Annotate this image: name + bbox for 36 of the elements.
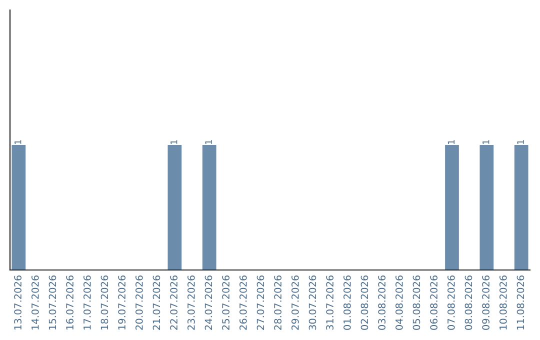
x-tick-label: 26.07.2026 (239, 275, 247, 330)
x-tick-label: 16.07.2026 (66, 275, 74, 330)
x-tick-label: 10.08.2026 (499, 275, 507, 330)
data-label: 1 (170, 140, 178, 144)
x-tick-label: 18.07.2026 (100, 275, 108, 330)
x-tick-label: 17.07.2026 (83, 275, 91, 330)
x-tick-label: 03.08.2026 (378, 275, 386, 330)
x-tick-label: 30.07.2026 (308, 275, 316, 330)
data-label: 1 (482, 140, 490, 144)
x-tick-label: 20.07.2026 (135, 275, 143, 330)
x-tick-label: 06.08.2026 (430, 275, 438, 330)
x-tick-label: 19.07.2026 (118, 275, 126, 330)
x-tick-label: 29.07.2026 (291, 275, 299, 330)
x-tick-label: 31.07.2026 (326, 275, 334, 330)
x-tick-label: 28.07.2026 (274, 275, 282, 330)
x-tick-label: 25.07.2026 (222, 275, 230, 330)
data-label: 1 (517, 140, 524, 144)
x-tick-label: 14.07.2026 (31, 275, 39, 330)
data-label: 1 (205, 140, 212, 144)
x-tick-label: 22.07.2026 (170, 275, 178, 330)
x-tick-label: 21.07.2026 (152, 275, 160, 330)
x-tick-label: 13.07.2026 (14, 275, 22, 330)
x-tick-label: 27.07.2026 (256, 275, 264, 330)
x-tick-label: 09.08.2026 (482, 275, 490, 330)
data-label: 1 (448, 140, 454, 144)
x-tick-label: 11.08.2026 (516, 275, 524, 330)
x-tick-label: 01.08.2026 (343, 275, 351, 330)
x-tick-label: 23.07.2026 (187, 275, 195, 330)
x-tick-label: 15.07.2026 (48, 275, 56, 330)
x-tick-label: 04.08.2026 (395, 275, 403, 330)
x-tick-label: 07.08.2026 (447, 275, 455, 330)
x-tick-label: 05.08.2026 (412, 275, 420, 330)
data-label: 1 (14, 140, 22, 144)
x-tick-label: 02.08.2026 (360, 275, 368, 330)
x-tick-label: 08.08.2026 (464, 275, 472, 330)
x-tick-label: 24.07.2026 (204, 275, 212, 330)
